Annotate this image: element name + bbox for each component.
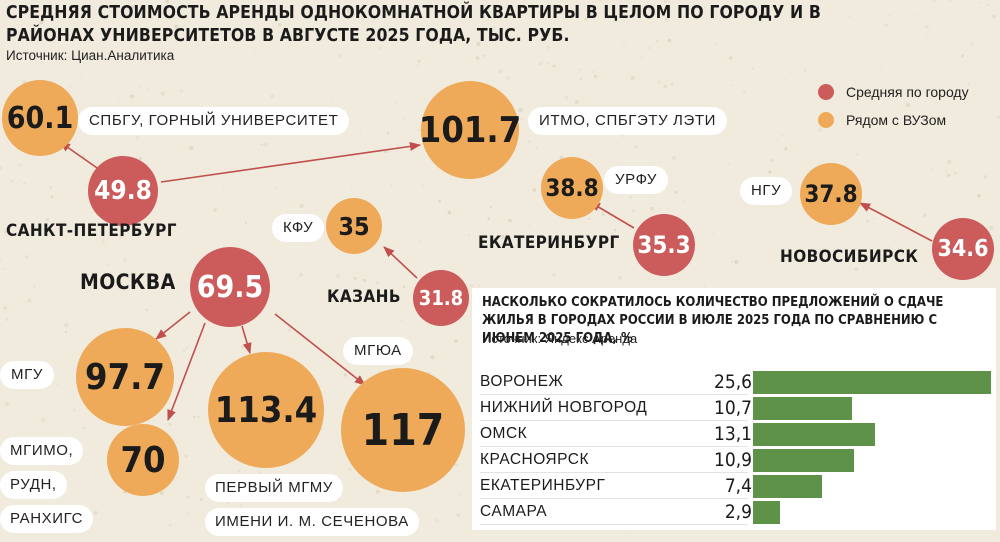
- nsk-city-name: НОВОСИБИРСК: [780, 247, 919, 267]
- bar-value-label: 10,7: [713, 397, 752, 419]
- bar-row: ВОРОНЕЖ 25,6: [472, 370, 996, 395]
- legend-orange-dot: [818, 112, 834, 128]
- chart-title: СРЕДНЯЯ СТОИМОСТЬ АРЕНДЫ ОДНОКОМНАТНОЙ К…: [6, 3, 821, 46]
- kazan-kfu-label: КФУ: [272, 214, 325, 242]
- bar: [753, 501, 780, 524]
- spb-average-circle: 49.8: [88, 156, 158, 226]
- bar-category-label: НИЖНИЙ НОВГОРОД: [480, 399, 648, 416]
- bar: [753, 449, 854, 472]
- legend-red-dot: [818, 84, 834, 100]
- moscow-mgimo-label: МГИМО, РУДН, РАНХИГС: [0, 437, 94, 539]
- bar-row-divider: [480, 394, 748, 395]
- legend-label-city-average: Средняя по городу: [846, 84, 969, 100]
- bar: [753, 475, 822, 498]
- bar-value-label: 10,9: [713, 449, 752, 471]
- ekb-city-name: ЕКАТЕРИНБУРГ: [478, 233, 620, 253]
- bar-value-label: 2,9: [724, 501, 752, 523]
- ekb-average-circle: 35.3: [633, 214, 695, 276]
- chart-source: Источник: Циан.Аналитика: [6, 48, 175, 63]
- moscow-mgua-label: МГЮА: [343, 337, 413, 365]
- spb-itmo-label: ИТМО, СПБГЭТУ ЛЭТИ: [528, 107, 728, 135]
- kazan-kfu-circle: 35: [326, 198, 382, 254]
- offers-decline-panel: НАСКОЛЬКО СОКРАТИЛОСЬ КОЛИЧЕСТВО ПРЕДЛОЖ…: [472, 288, 996, 530]
- bar: [753, 423, 875, 446]
- moscow-mgimo-label-line-2: РУДН,: [0, 471, 67, 499]
- bar-row-divider: [480, 446, 748, 447]
- spb-spbgu-circle: 60.1: [2, 80, 78, 156]
- nsk-ngu-circle: 37.8: [800, 163, 862, 225]
- bar-row: ОМСК 13,1: [472, 422, 996, 447]
- moscow-city-name: МОСКВА: [80, 270, 176, 294]
- legend-item-near-university: Рядом с ВУЗом: [818, 106, 969, 134]
- bar-category-label: ЕКАТЕРИНБУРГ: [480, 477, 606, 494]
- legend: Средняя по городу Рядом с ВУЗом: [818, 78, 969, 134]
- moscow-mgimo-circle: 70: [107, 424, 179, 496]
- bar: [753, 397, 852, 420]
- bar-category-label: КРАСНОЯРСК: [480, 451, 590, 468]
- bar-value-label: 7,4: [724, 475, 752, 497]
- bar-row: НИЖНИЙ НОВГОРОД 10,7: [472, 396, 996, 421]
- moscow-average-circle: 69.5: [190, 247, 270, 327]
- bar-category-label: ВОРОНЕЖ: [480, 373, 564, 390]
- ekb-urfu-label: УРФУ: [604, 166, 669, 194]
- kazan-city-name: КАЗАНЬ: [327, 287, 401, 307]
- bar-category-label: ОМСК: [480, 425, 528, 442]
- moscow-mgimo-label-line-3: РАНХИГС: [0, 505, 94, 533]
- moscow-mgu-label: МГУ: [0, 361, 54, 389]
- bar-row-divider: [480, 524, 748, 525]
- moscow-mgmu-label-line-2: ИМЕНИ И. М. СЕЧЕНОВА: [205, 508, 419, 536]
- spb-city-name: САНКТ-ПЕТЕРБУРГ: [6, 221, 177, 241]
- bar-row-divider: [480, 472, 748, 473]
- moscow-mgimo-label-line-1: МГИМО,: [0, 437, 84, 465]
- bar-row: САМАРА 2,9: [472, 500, 996, 525]
- moscow-mgmu-circle: 113.4: [208, 352, 324, 468]
- moscow-mgmu-label: ПЕРВЫЙ МГМУ ИМЕНИ И. М. СЕЧЕНОВА: [205, 474, 419, 542]
- bar-value-label: 25,6: [713, 371, 752, 393]
- legend-item-city-average: Средняя по городу: [818, 78, 969, 106]
- bar-row-divider: [480, 420, 748, 421]
- moscow-mgu-circle: 97.7: [76, 328, 174, 426]
- spb-spbgu-label: СПБГУ, ГОРНЫЙ УНИВЕРСИТЕТ: [78, 107, 350, 135]
- bar-row: ЕКАТЕРИНБУРГ 7,4: [472, 474, 996, 499]
- panel-title: НАСКОЛЬКО СОКРАТИЛОСЬ КОЛИЧЕСТВО ПРЕДЛОЖ…: [482, 295, 944, 346]
- kazan-average-circle: 31.8: [413, 270, 469, 326]
- ekb-urfu-circle: 38.8: [541, 157, 603, 219]
- moscow-mgmu-label-line-1: ПЕРВЫЙ МГМУ: [205, 474, 343, 502]
- nsk-ngu-label: НГУ: [740, 177, 793, 205]
- bar-category-label: САМАРА: [480, 503, 548, 520]
- bar-value-label: 13,1: [713, 423, 752, 445]
- panel-source: Источник: Яндекс Аренда: [482, 331, 638, 346]
- legend-label-near-university: Рядом с ВУЗом: [846, 112, 947, 128]
- bar: [753, 371, 991, 394]
- moscow-mgua-circle: 117: [341, 368, 465, 492]
- bar-row: КРАСНОЯРСК 10,9: [472, 448, 996, 473]
- bar-row-divider: [480, 498, 748, 499]
- spb-itmo-circle: 101.7: [419, 81, 521, 179]
- nsk-average-circle: 34.6: [932, 218, 994, 280]
